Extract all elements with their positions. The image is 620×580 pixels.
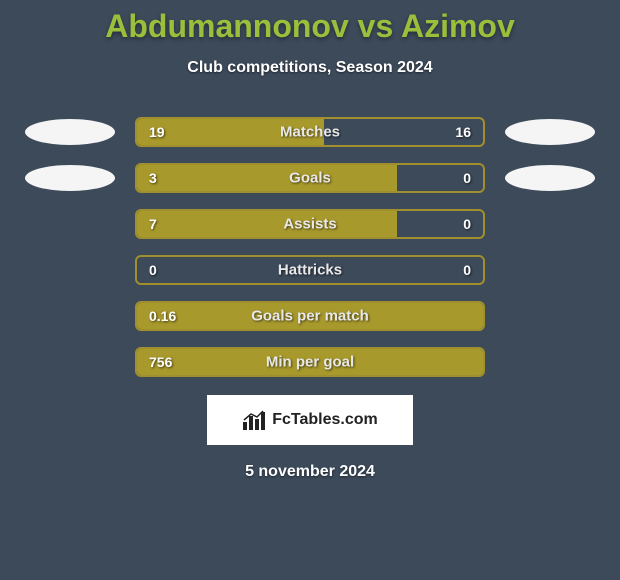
stat-row: 0.16 Goals per match	[0, 301, 620, 331]
stat-left-value: 3	[149, 170, 157, 186]
stat-label: Goals	[289, 170, 331, 187]
stat-bar: 756 Min per goal	[135, 347, 485, 377]
stats-area: 19 Matches 16 3 Goals 0 7 Assists 0 0 Hattricks 0 0.…	[0, 117, 620, 377]
player-right-marker	[505, 119, 595, 145]
stat-bar-fill	[137, 165, 397, 191]
stat-bar: 19 Matches 16	[135, 117, 485, 147]
stat-label: Hattricks	[278, 262, 342, 279]
stat-row: 0 Hattricks 0	[0, 255, 620, 285]
player-left-marker	[25, 165, 115, 191]
stat-row: 756 Min per goal	[0, 347, 620, 377]
stat-bar-fill	[137, 211, 397, 237]
stat-row: 19 Matches 16	[0, 117, 620, 147]
stat-right-value: 0	[463, 170, 471, 186]
stat-left-value: 0.16	[149, 308, 176, 324]
logo-box[interactable]: FcTables.com	[207, 395, 413, 445]
chart-icon	[242, 410, 266, 430]
stat-row: 3 Goals 0	[0, 163, 620, 193]
stat-right-value: 0	[463, 216, 471, 232]
stat-left-value: 19	[149, 124, 165, 140]
stat-left-value: 0	[149, 262, 157, 278]
stat-right-value: 16	[455, 124, 471, 140]
stat-label: Matches	[280, 124, 340, 141]
stat-bar: 7 Assists 0	[135, 209, 485, 239]
logo-text: FcTables.com	[272, 411, 378, 429]
stat-row: 7 Assists 0	[0, 209, 620, 239]
footer-date: 5 november 2024	[0, 463, 620, 481]
stat-bar: 3 Goals 0	[135, 163, 485, 193]
subtitle: Club competitions, Season 2024	[0, 59, 620, 77]
stat-left-value: 7	[149, 216, 157, 232]
stat-label: Assists	[283, 216, 336, 233]
stat-bar: 0.16 Goals per match	[135, 301, 485, 331]
stat-right-value: 0	[463, 262, 471, 278]
stat-label: Goals per match	[251, 308, 369, 325]
stat-left-value: 756	[149, 354, 172, 370]
player-left-marker	[25, 119, 115, 145]
player-right-marker	[505, 165, 595, 191]
stat-label: Min per goal	[266, 354, 354, 371]
stat-bar: 0 Hattricks 0	[135, 255, 485, 285]
comparison-card: Abdumannonov vs Azimov Club competitions…	[0, 0, 620, 481]
page-title: Abdumannonov vs Azimov	[0, 8, 620, 45]
